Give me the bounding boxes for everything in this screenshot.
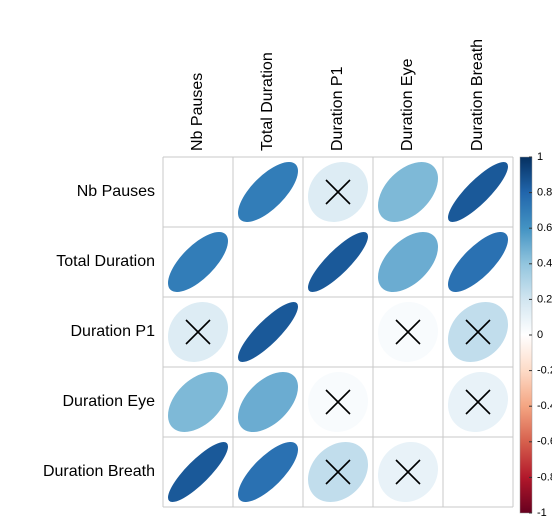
- colorbar-tick-label: -0.8: [537, 471, 552, 483]
- colorbar-tick-label: 0: [537, 329, 543, 341]
- colorbar-tick-label: -0.2: [537, 365, 552, 377]
- column-label: Duration P1: [329, 66, 346, 151]
- insignificant-cross: [185, 319, 211, 345]
- correlation-ellipse: [238, 371, 299, 433]
- correlation-ellipse: [167, 441, 228, 502]
- insignificant-cross: [325, 179, 351, 205]
- correlation-ellipse: [237, 301, 298, 362]
- insignificant-cross: [325, 389, 351, 415]
- column-label: Duration Breath: [469, 39, 486, 151]
- correlation-ellipse: [377, 162, 438, 223]
- colorbar-tick-label: 1: [537, 151, 543, 163]
- correlation-ellipse: [167, 372, 228, 433]
- colorbar-tick-label: 0.4: [537, 258, 552, 270]
- colorbar-tick-label: -1: [537, 507, 547, 518]
- row-label: Duration Eye: [63, 393, 156, 410]
- insignificant-cross: [395, 319, 421, 345]
- correlation-ellipse: [378, 231, 439, 293]
- colorbar-tick-label: -0.4: [537, 400, 552, 412]
- correlation-ellipse: [238, 441, 299, 502]
- correlation-ellipse: [447, 161, 508, 222]
- correlation-ellipse: [168, 232, 229, 293]
- column-label: Nb Pauses: [189, 73, 206, 151]
- colorbar-tick-label: -0.6: [537, 436, 552, 448]
- insignificant-cross: [465, 319, 491, 345]
- row-label: Nb Pauses: [77, 183, 155, 200]
- correlation-ellipse: [238, 162, 299, 223]
- correlation-ellipse: [307, 231, 368, 292]
- insignificant-cross: [325, 459, 351, 485]
- insignificant-cross: [395, 459, 421, 485]
- insignificant-cross: [465, 389, 491, 415]
- row-label: Duration P1: [71, 323, 156, 340]
- colorbar-tick-label: 0.8: [537, 187, 552, 199]
- colorbar-tick-label: 0.2: [537, 293, 552, 305]
- colorbar-tick-label: 0.6: [537, 222, 552, 234]
- correlation-ellipse: [447, 232, 508, 293]
- column-label: Duration Eye: [399, 58, 416, 151]
- row-label: Duration Breath: [43, 463, 155, 480]
- row-label: Total Duration: [56, 253, 155, 270]
- column-label: Total Duration: [259, 52, 276, 151]
